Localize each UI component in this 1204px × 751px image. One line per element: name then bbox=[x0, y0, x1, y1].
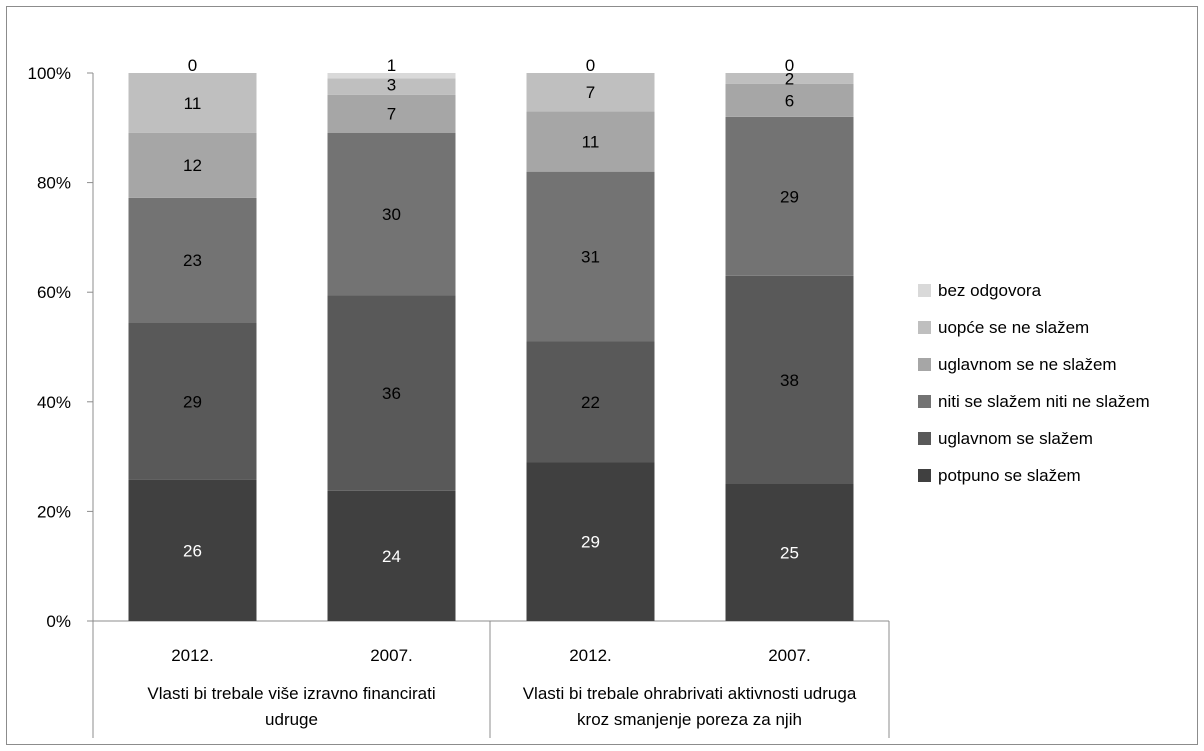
category-label: 2012. bbox=[569, 646, 612, 665]
data-label: 29 bbox=[183, 392, 202, 411]
bar-segment bbox=[128, 322, 257, 480]
bar-segment bbox=[327, 132, 456, 296]
y-tick-label: 60% bbox=[37, 283, 71, 302]
bar-segment bbox=[526, 341, 655, 463]
bar-segment bbox=[128, 132, 257, 198]
bar-segment bbox=[526, 73, 655, 112]
bar-segment bbox=[725, 83, 854, 117]
bar-segment bbox=[725, 116, 854, 276]
legend-swatch bbox=[918, 358, 931, 371]
chart-frame bbox=[6, 6, 1198, 745]
bar-segment bbox=[327, 295, 456, 491]
data-label: 7 bbox=[387, 105, 396, 124]
category-label: 2007. bbox=[370, 646, 413, 665]
data-label: 2 bbox=[785, 69, 794, 88]
legend-swatch bbox=[918, 321, 931, 334]
data-label: 3 bbox=[387, 76, 396, 95]
data-label: 22 bbox=[581, 393, 600, 412]
bar-segment bbox=[725, 484, 854, 621]
y-tick-label: 0% bbox=[46, 612, 71, 631]
y-tick-label: 40% bbox=[37, 393, 71, 412]
legend-swatch bbox=[918, 395, 931, 408]
y-tick-label: 100% bbox=[28, 64, 71, 83]
bar-segment bbox=[526, 111, 655, 172]
data-label: 31 bbox=[581, 248, 600, 267]
bar-segment bbox=[327, 73, 456, 79]
bar-segment bbox=[128, 73, 257, 133]
bar-segment bbox=[327, 490, 456, 621]
bar-segment bbox=[327, 78, 456, 95]
data-label: 26 bbox=[183, 541, 202, 560]
data-label: 0 bbox=[586, 56, 595, 75]
data-label: 29 bbox=[780, 187, 799, 206]
data-label: 36 bbox=[382, 384, 401, 403]
data-label: 1 bbox=[387, 56, 396, 75]
data-label: 30 bbox=[382, 205, 401, 224]
data-label: 11 bbox=[582, 133, 600, 152]
legend-swatch bbox=[918, 469, 931, 482]
data-label: 29 bbox=[581, 533, 600, 552]
bar-segment bbox=[526, 462, 655, 621]
data-label: 38 bbox=[780, 371, 799, 390]
y-tick-label: 20% bbox=[37, 502, 71, 521]
legend-swatch bbox=[918, 284, 931, 297]
data-label: 0 bbox=[785, 56, 794, 75]
legend-swatch bbox=[918, 432, 931, 445]
data-label: 11 bbox=[184, 94, 202, 113]
legend-label: uglavnom se ne slažem bbox=[938, 355, 1117, 374]
data-label: 6 bbox=[785, 91, 794, 110]
legend-label: potpuno se slažem bbox=[938, 466, 1081, 485]
bar-segment bbox=[128, 479, 257, 621]
legend-label: niti se slažem niti ne slažem bbox=[938, 392, 1150, 411]
group-label: udruge bbox=[265, 710, 318, 729]
bar-segment bbox=[526, 171, 655, 342]
legend-label: bez odgovora bbox=[938, 281, 1042, 300]
group-label: kroz smanjenje poreza za njih bbox=[577, 710, 802, 729]
legend-label: uglavnom se slažem bbox=[938, 429, 1093, 448]
y-tick-label: 80% bbox=[37, 174, 71, 193]
data-label: 7 bbox=[586, 83, 595, 102]
legend-label: uopće se ne slažem bbox=[938, 318, 1089, 337]
data-label: 25 bbox=[780, 544, 799, 563]
bar-segment bbox=[128, 197, 257, 323]
data-label: 23 bbox=[183, 251, 202, 270]
group-label: Vlasti bi trebale više izravno financira… bbox=[147, 684, 435, 703]
data-label: 0 bbox=[188, 56, 197, 75]
category-label: 2012. bbox=[171, 646, 214, 665]
data-label: 12 bbox=[183, 156, 202, 175]
bar-segment bbox=[725, 275, 854, 484]
category-label: 2007. bbox=[768, 646, 811, 665]
group-label: Vlasti bi trebale ohrabrivati aktivnosti… bbox=[523, 684, 857, 703]
bar-segment bbox=[327, 94, 456, 133]
bar-segment bbox=[725, 73, 854, 84]
data-label: 24 bbox=[382, 547, 401, 566]
